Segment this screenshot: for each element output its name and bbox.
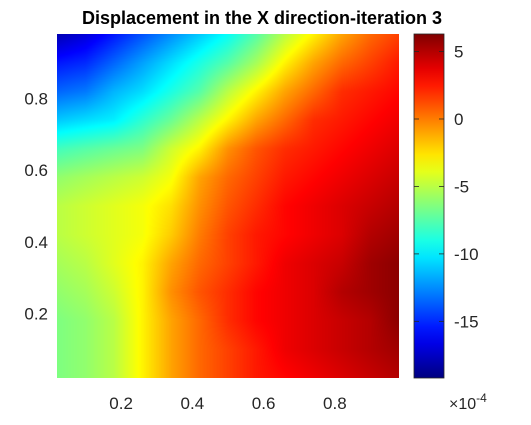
colorbar-gradient bbox=[414, 34, 444, 378]
y-tick-label: 0.8 bbox=[24, 90, 48, 109]
chart-title: Displacement in the X direction-iteratio… bbox=[82, 8, 442, 28]
colorbar-tick-label: -5 bbox=[454, 177, 469, 196]
colorbar-border bbox=[413, 33, 445, 379]
x-axis-ticks: 0.2 0.4 0.6 0.8 bbox=[109, 394, 346, 413]
colorbar-ticks: 5 0 -5 -10 -15 bbox=[414, 43, 479, 331]
heatmap-image-frame bbox=[57, 34, 399, 378]
heatmap-image bbox=[57, 34, 399, 378]
colorbar-exponent: ×10-4 bbox=[449, 391, 487, 413]
plot-area: 0.2 0.4 0.6 0.8 0.2 0.4 0.6 0.8 bbox=[24, 34, 399, 413]
colorbar-exponent-power: -4 bbox=[476, 391, 487, 405]
colorbar-tick-label: -10 bbox=[454, 245, 479, 264]
y-tick-label: 0.2 bbox=[24, 305, 48, 324]
colorbar-tick-label: -15 bbox=[454, 312, 479, 331]
x-tick-label: 0.2 bbox=[109, 394, 133, 413]
x-tick-label: 0.6 bbox=[252, 394, 276, 413]
y-axis-ticks: 0.2 0.4 0.6 0.8 bbox=[24, 90, 48, 324]
colorbar-tick-label: 5 bbox=[454, 43, 463, 62]
x-tick-label: 0.4 bbox=[181, 394, 205, 413]
y-tick-label: 0.6 bbox=[24, 161, 48, 180]
y-tick-label: 0.4 bbox=[24, 233, 48, 252]
colorbar-tick-label: 0 bbox=[454, 110, 463, 129]
colorbar: 5 0 -5 -10 -15 ×10-4 bbox=[413, 33, 487, 413]
colorbar-exponent-base: ×10 bbox=[449, 396, 476, 413]
x-tick-label: 0.8 bbox=[323, 394, 347, 413]
